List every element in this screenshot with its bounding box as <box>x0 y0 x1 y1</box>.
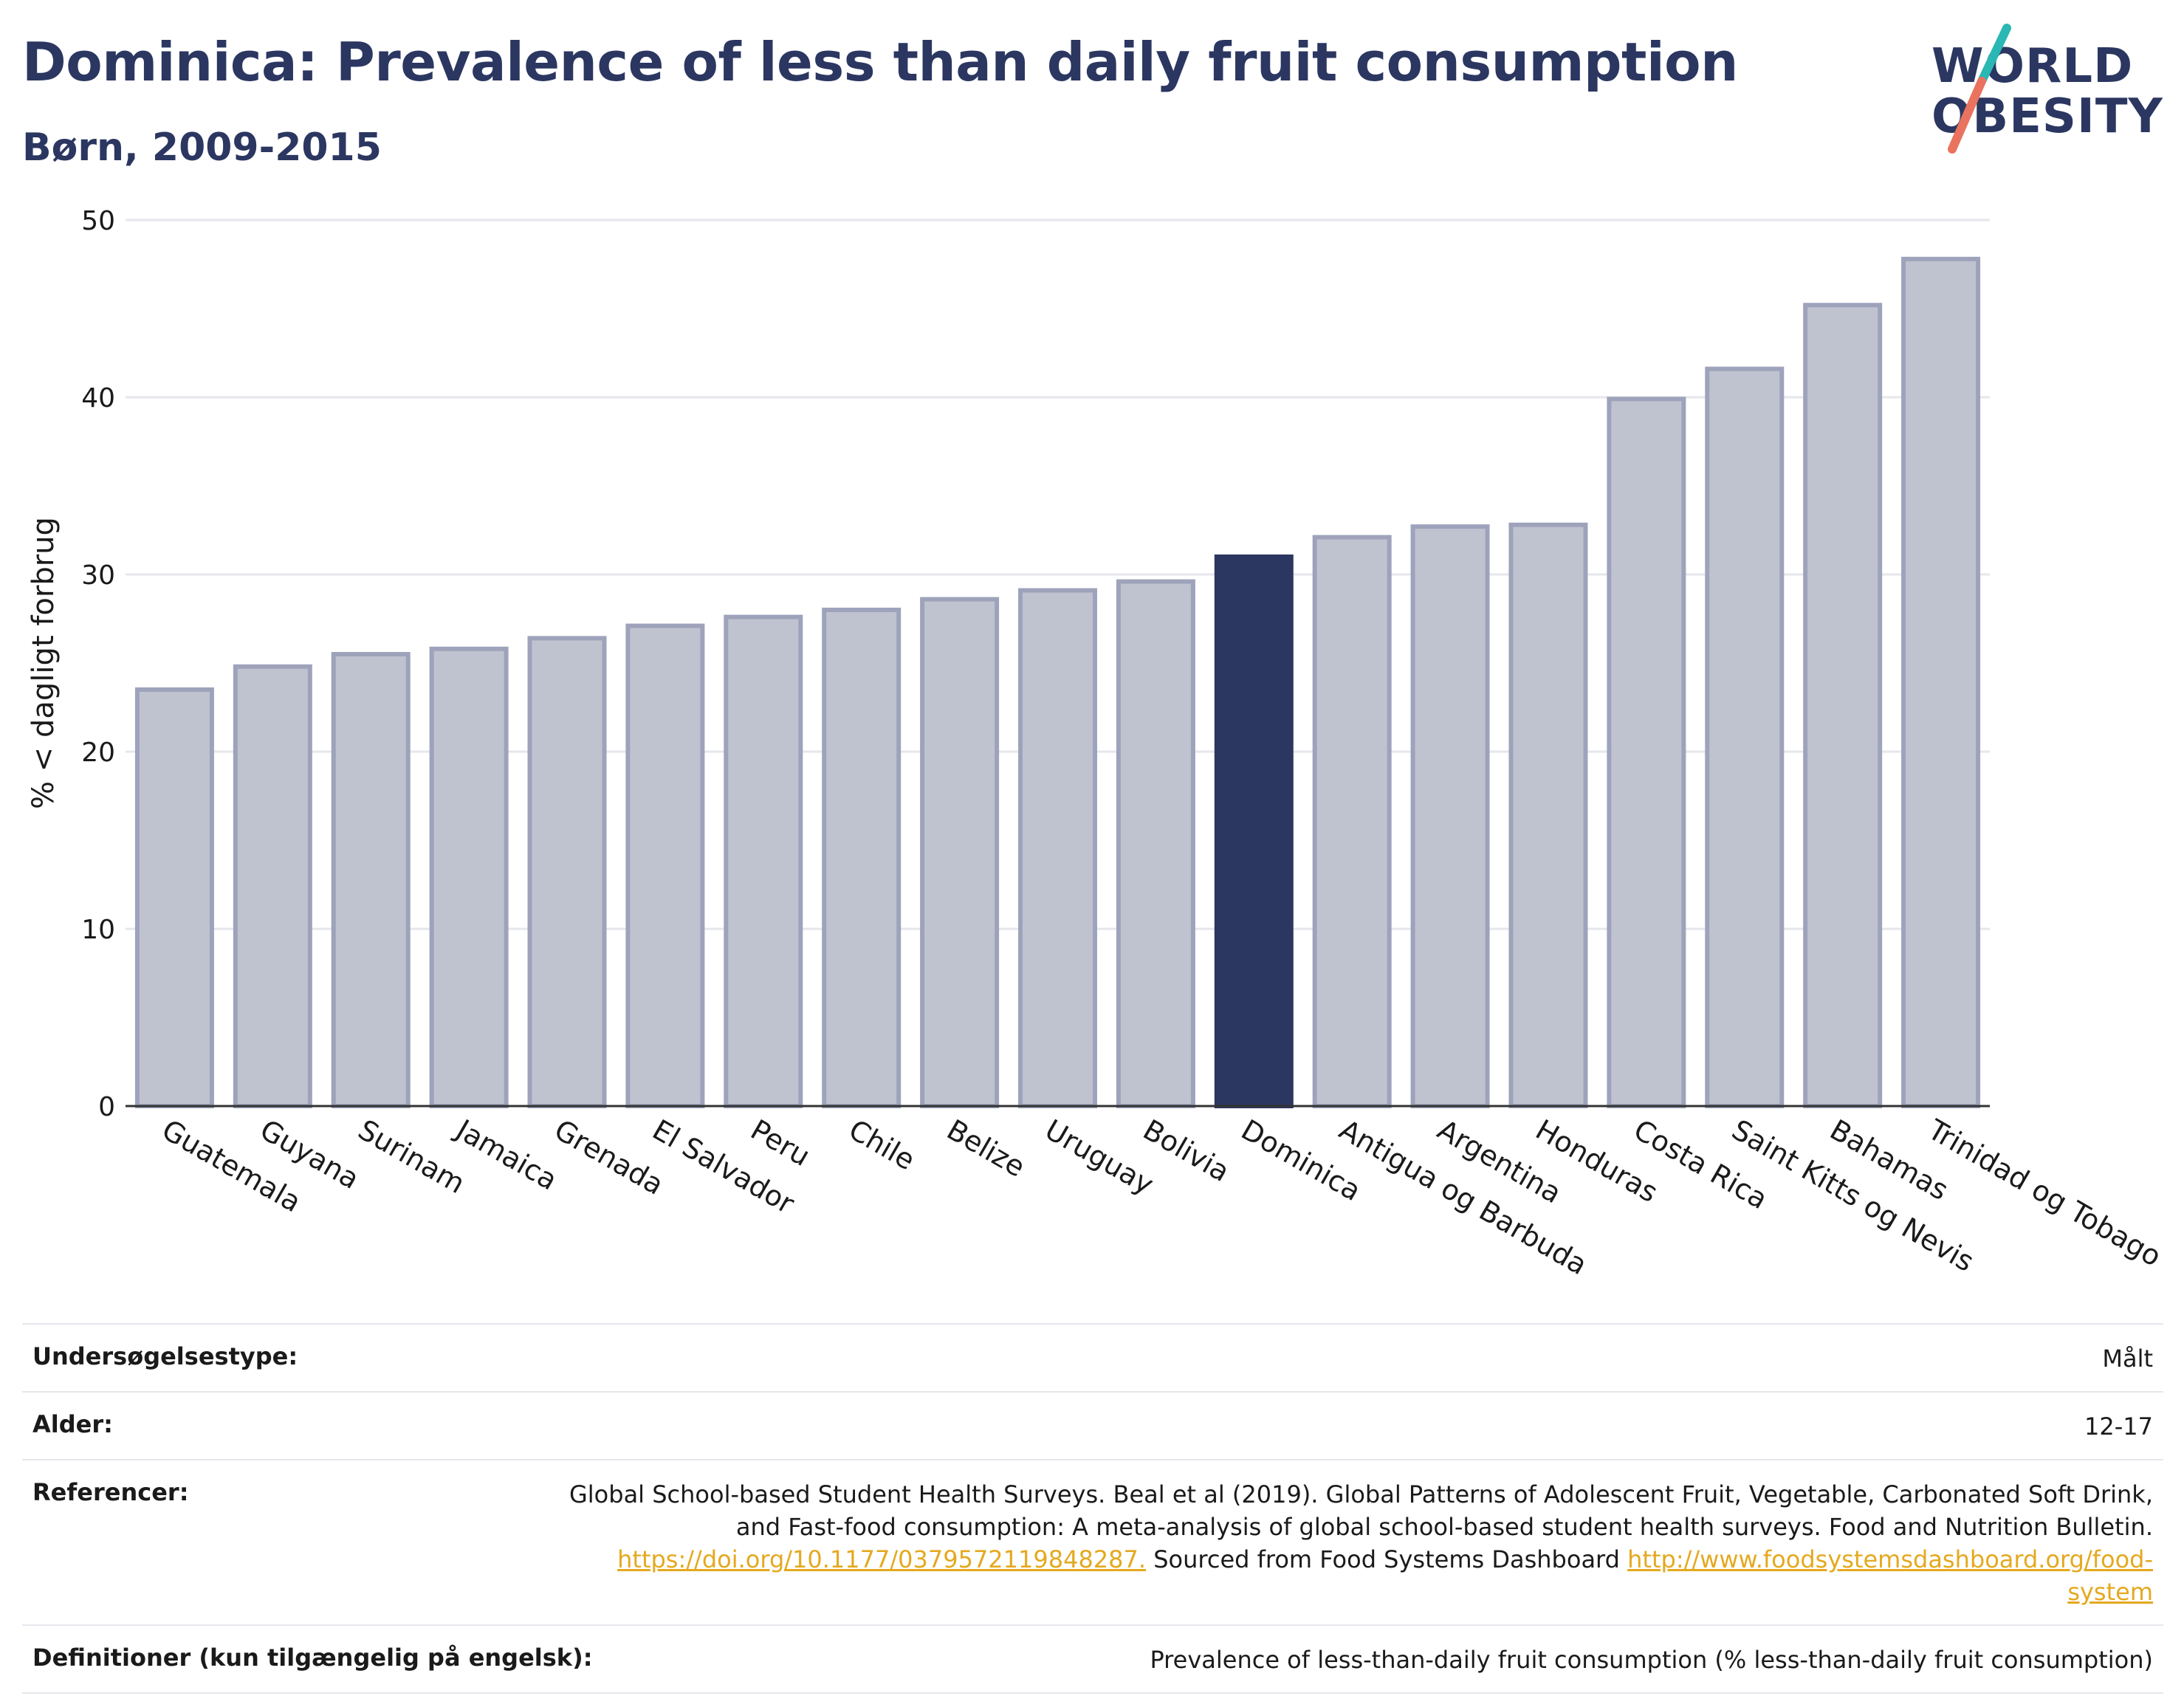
bar-chile[interactable] <box>822 608 902 1108</box>
bars <box>134 256 1981 1109</box>
x-tick-label: Uruguay <box>1040 1113 1159 1201</box>
bar-peru[interactable] <box>724 614 803 1108</box>
food-systems-dashboard-link-cont[interactable]: system <box>2067 1578 2153 1606</box>
bar-saint-kitts-og-nevis[interactable] <box>1705 366 1785 1109</box>
info-row-definitions: Definitioner (kun tilgængelig på engelsk… <box>22 1624 2163 1694</box>
bar-argentina[interactable] <box>1410 524 1490 1108</box>
info-row-age: Alder: 12-17 <box>22 1391 2163 1459</box>
world-obesity-logo[interactable]: WORLD OBESITY <box>1920 22 2171 155</box>
logo-slash-icon <box>1948 24 2011 154</box>
bar-bolivia[interactable] <box>1116 579 1195 1108</box>
bar-chart: 0 10 20 30 40 50 GuatemalaGuyanaSurinamJamaic… <box>27 206 2167 1282</box>
info-value: Prevalence of less-than-daily fruit cons… <box>1150 1646 2153 1674</box>
bar-uruguay[interactable] <box>1018 588 1097 1108</box>
info-value: 12-17 <box>2084 1412 2153 1441</box>
info-label: Referencer: <box>32 1478 189 1506</box>
y-tick-label: 20 <box>81 738 115 768</box>
bar-guyana[interactable] <box>233 664 312 1108</box>
info-table: Undersøgelsestype: Målt Alder: 12-17 Ref… <box>22 1323 2163 1694</box>
bar-bahamas[interactable] <box>1803 303 1883 1109</box>
info-label: Definitioner (kun tilgængelig på engelsk… <box>32 1644 593 1672</box>
bar-dominica[interactable] <box>1214 555 1294 1108</box>
info-label: Undersøgelsestype: <box>32 1342 298 1370</box>
info-label: Alder: <box>32 1410 113 1438</box>
references-text-line: Global School-based Student Health Surve… <box>569 1480 2153 1508</box>
x-tick-label: Peru <box>745 1113 815 1173</box>
x-tick-label: Jamaica <box>450 1113 563 1197</box>
references-text: Global School-based Student Health Surve… <box>569 1478 2153 1608</box>
page-title: Dominica: Prevalence of less than daily … <box>22 31 1738 93</box>
x-tick-label: Surinam <box>353 1113 471 1200</box>
bar-el-salvador[interactable] <box>625 623 705 1108</box>
bar-grenada[interactable] <box>527 636 607 1108</box>
y-axis-ticks: 0 10 20 30 40 50 <box>81 206 115 1122</box>
references-text-line: and Fast-food consumption: A meta-analys… <box>735 1513 2153 1541</box>
bar-jamaica[interactable] <box>429 646 509 1108</box>
bar-surinam[interactable] <box>331 652 411 1108</box>
y-tick-label: 30 <box>81 560 115 591</box>
info-value: Målt <box>2102 1345 2153 1373</box>
x-tick-label: Grenada <box>549 1113 670 1201</box>
x-tick-label: Belize <box>941 1113 1031 1184</box>
y-tick-label: 50 <box>81 206 115 236</box>
bar-costa-rica[interactable] <box>1607 396 1686 1108</box>
doi-link[interactable]: https://doi.org/10.1177/0379572119848287… <box>617 1545 1147 1573</box>
y-axis-label: % < dagligt forbrug <box>27 517 61 809</box>
x-tick-label: Chile <box>843 1113 920 1177</box>
bar-trinidad-og-tobago[interactable] <box>1901 256 1981 1108</box>
bar-honduras[interactable] <box>1508 522 1588 1108</box>
y-tick-label: 40 <box>81 383 115 413</box>
logo-line-world: WORLD <box>1931 39 2134 94</box>
references-text-line: Sourced from Food Systems Dashboard <box>1146 1545 1628 1573</box>
info-row-survey-type: Undersøgelsestype: Målt <box>22 1323 2163 1391</box>
bar-guatemala[interactable] <box>134 687 214 1108</box>
food-systems-dashboard-link[interactable]: http://www.foodsystemsdashboard.org/food… <box>1627 1545 2153 1573</box>
bar-belize[interactable] <box>920 597 1000 1108</box>
page-subtitle: Børn, 2009-2015 <box>22 126 382 170</box>
info-row-references: Referencer: Global School-based Student … <box>22 1459 2163 1624</box>
y-tick-label: 0 <box>98 1092 115 1122</box>
bar-antigua-og-barbuda[interactable] <box>1312 535 1392 1109</box>
y-tick-label: 10 <box>81 915 115 945</box>
